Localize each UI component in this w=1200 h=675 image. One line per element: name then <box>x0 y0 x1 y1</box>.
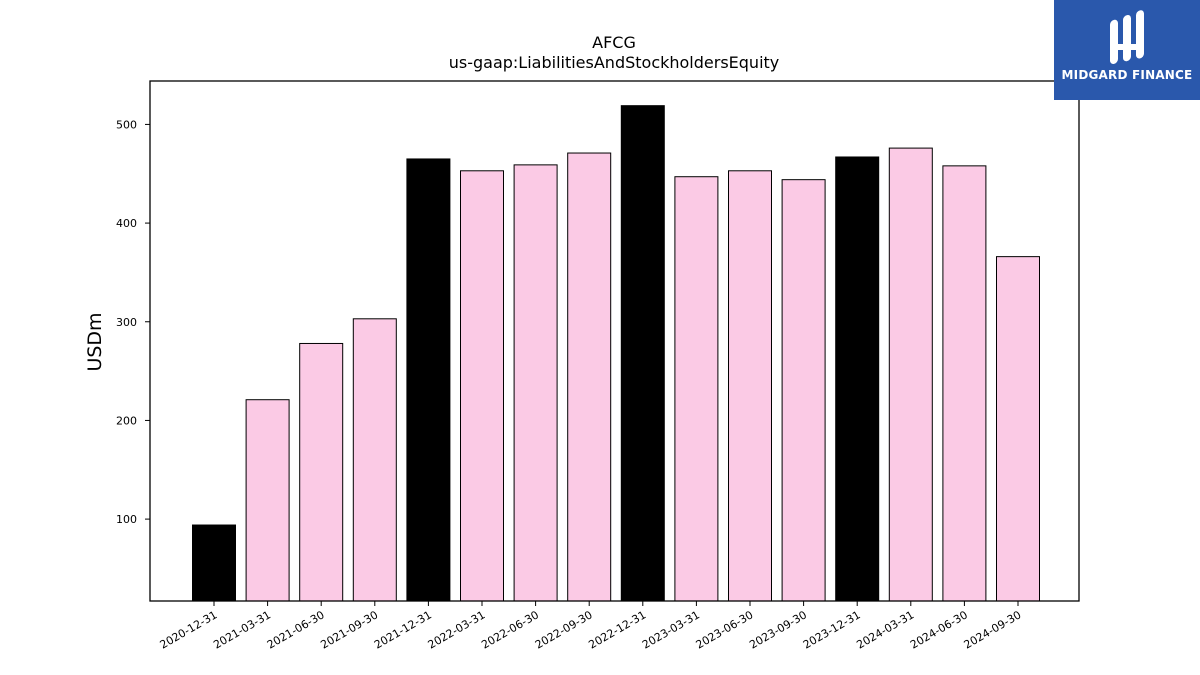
bar-2021-09-30 <box>352 318 397 602</box>
x-tick-label: 2022-09-30 <box>533 608 595 651</box>
x-tick-label: 2023-03-31 <box>640 608 702 651</box>
x-tick-label: 2021-09-30 <box>318 608 380 651</box>
x-tick-label: 2022-03-31 <box>426 608 488 651</box>
brand-logo: MIDGARD FINANCE <box>1054 0 1200 100</box>
bar-2024-06-30 <box>942 165 987 602</box>
bar-2022-06-30 <box>513 164 558 602</box>
y-tick-label: 200 <box>116 414 137 427</box>
bar-2023-03-31 <box>674 176 719 602</box>
bar-2024-03-31 <box>888 147 933 602</box>
bar-2022-03-31 <box>460 170 504 602</box>
y-tick-label: 300 <box>116 316 137 329</box>
x-tick-label: 2024-03-31 <box>854 608 916 651</box>
bar-2022-12-31 <box>620 105 665 602</box>
x-tick-label: 2021-12-31 <box>372 608 434 651</box>
bars-group <box>192 105 1040 602</box>
x-tick-label: 2022-06-30 <box>479 608 541 651</box>
logo-text: MIDGARD FINANCE <box>1061 68 1193 82</box>
chart-subtitle: us-gaap:LiabilitiesAndStockholdersEquity <box>449 53 780 72</box>
bar-2023-12-31 <box>835 156 880 602</box>
x-tick-label: 2024-09-30 <box>962 608 1024 651</box>
midgard-logo-icon <box>1110 10 1144 64</box>
bar-2023-06-30 <box>728 170 772 602</box>
x-axis-ticks: 2020-12-312021-03-312021-06-302021-09-30… <box>158 601 1024 652</box>
bar-2021-12-31 <box>406 158 451 602</box>
bar-2023-09-30 <box>781 179 826 602</box>
bar-2021-03-31 <box>245 399 290 602</box>
y-tick-label: 500 <box>116 118 137 131</box>
bar-2021-06-30 <box>299 342 344 602</box>
x-tick-label: 2023-06-30 <box>694 608 756 651</box>
bar-2024-09-30 <box>996 256 1040 602</box>
y-axis-ticks: 100 200 300 400 500 <box>116 118 150 526</box>
x-tick-label: 2022-12-31 <box>586 608 648 651</box>
x-tick-label: 2021-03-31 <box>211 608 273 651</box>
x-tick-label: 2023-12-31 <box>801 608 863 651</box>
bar-2020-12-31 <box>192 524 236 602</box>
x-tick-label: 2024-06-30 <box>908 608 970 651</box>
bar-2022-09-30 <box>567 152 612 602</box>
x-tick-label: 2021-06-30 <box>265 608 327 651</box>
y-axis-label: USDm <box>84 312 106 371</box>
chart-title: AFCG <box>592 33 636 52</box>
x-tick-label: 2023-09-30 <box>747 608 809 651</box>
x-tick-label: 2020-12-31 <box>158 608 220 651</box>
plot-frame <box>149 80 1080 602</box>
y-tick-label: 100 <box>116 513 137 526</box>
y-tick-label: 400 <box>116 217 137 230</box>
